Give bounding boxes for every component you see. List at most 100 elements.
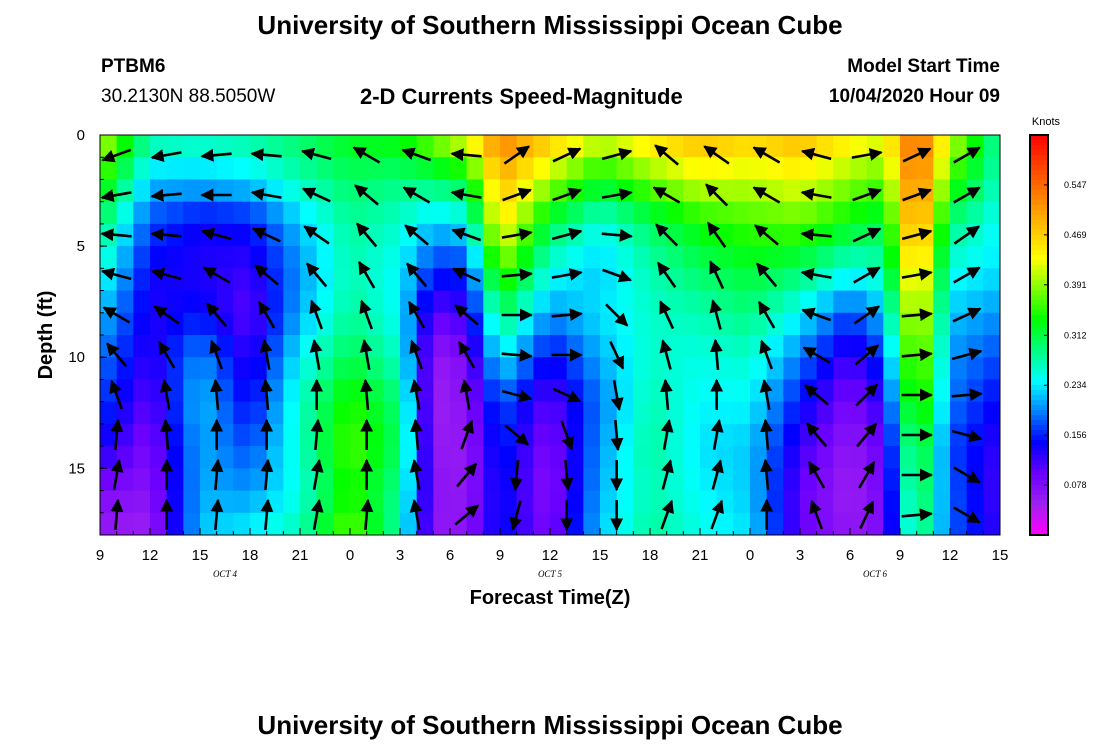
colorbar-segment xyxy=(1030,485,1048,491)
heatmap-cell xyxy=(133,401,151,425)
heatmap-cell xyxy=(216,201,234,225)
heatmap-cell xyxy=(166,446,184,469)
heatmap-cell xyxy=(800,246,818,269)
current-arrow xyxy=(458,340,476,369)
heatmap-cell xyxy=(483,335,501,358)
current-arrow xyxy=(158,340,176,369)
current-arrow xyxy=(303,225,330,245)
heatmap-cell xyxy=(183,223,201,247)
heatmap-cell xyxy=(966,246,984,269)
heatmap-cell xyxy=(300,312,318,336)
current-arrow xyxy=(210,458,224,491)
heatmap-cell xyxy=(633,157,651,181)
heatmap-cell xyxy=(166,157,184,181)
heatmap-cell xyxy=(666,157,684,181)
heatmap-cell xyxy=(550,446,568,469)
heatmap-cell xyxy=(450,490,468,514)
heatmap-cell xyxy=(333,268,351,292)
heatmap-cell xyxy=(666,401,684,425)
heatmap-cell xyxy=(133,512,151,535)
heatmap-cell xyxy=(900,468,918,492)
colorbar-segment xyxy=(1030,330,1048,336)
current-arrow xyxy=(710,499,724,530)
current-arrow xyxy=(451,267,481,283)
heatmap-cell xyxy=(866,401,884,425)
heatmap-cell xyxy=(233,512,251,535)
heatmap-cell xyxy=(416,357,434,381)
heatmap-cell xyxy=(483,201,501,225)
heatmap-cell xyxy=(600,357,618,381)
heatmap-cell xyxy=(366,179,384,203)
current-arrow xyxy=(260,458,274,491)
y-axis: 0 5 10 15 xyxy=(68,127,107,514)
heatmap-cell xyxy=(166,268,184,292)
heatmap-cell xyxy=(466,401,484,425)
current-arrow xyxy=(260,498,274,531)
heatmap-cell xyxy=(200,157,218,181)
heatmap-cell xyxy=(233,468,251,492)
current-arrow xyxy=(800,188,832,201)
heatmap-cell xyxy=(516,512,534,535)
heatmap-cell xyxy=(516,446,534,469)
heatmap-cell xyxy=(800,157,818,181)
heatmap-cell xyxy=(333,290,351,314)
heatmap-cell xyxy=(333,401,351,425)
heatmap-cell xyxy=(116,512,134,535)
heatmap-cell xyxy=(366,379,384,403)
heatmap-cell xyxy=(716,379,734,403)
heatmap-cell xyxy=(250,312,268,336)
heatmap-cell xyxy=(416,423,434,447)
heatmap-cell xyxy=(966,379,984,403)
heatmap-cell xyxy=(433,157,451,181)
heatmap-cell xyxy=(750,201,768,225)
current-arrow xyxy=(254,264,279,286)
heatmap-cell xyxy=(233,179,251,203)
heatmap-cell xyxy=(133,312,151,336)
heatmap-cell xyxy=(616,335,634,358)
current-arrow xyxy=(509,459,523,492)
heatmap-cell xyxy=(883,446,901,469)
current-arrow xyxy=(809,499,824,530)
heatmap-cell xyxy=(733,179,751,203)
heatmap-cell xyxy=(850,379,868,403)
heatmap-cell xyxy=(550,135,568,158)
heatmap-cell xyxy=(583,379,601,403)
heatmap-cell xyxy=(966,357,984,381)
heatmap-cell xyxy=(100,512,118,535)
heatmap-cell xyxy=(850,157,868,181)
colorbar-segment xyxy=(1030,360,1048,366)
heatmap-cell xyxy=(350,246,368,269)
heatmap-cell xyxy=(900,490,918,514)
heatmap-cell xyxy=(250,490,268,514)
heatmap-cell xyxy=(700,490,718,514)
heatmap-cell xyxy=(633,357,651,381)
heatmap-cell xyxy=(600,490,618,514)
heatmap-cell xyxy=(816,490,834,514)
heatmap-cell xyxy=(450,179,468,203)
colorbar-tick-label: 0.234 xyxy=(1064,380,1087,390)
heatmap-cell xyxy=(200,312,218,336)
heatmap-cell xyxy=(266,135,284,158)
current-arrow xyxy=(551,308,583,322)
heatmap-cell xyxy=(716,179,734,203)
current-arrow xyxy=(206,302,228,328)
heatmap-cell xyxy=(633,135,651,158)
heatmap-cell xyxy=(450,246,468,269)
heatmap-cell xyxy=(783,446,801,469)
heatmap-cell xyxy=(150,423,168,447)
heatmap-cell xyxy=(100,201,118,225)
colorbar-segment xyxy=(1030,515,1048,521)
heatmap-cell xyxy=(383,290,401,314)
heatmap-cell xyxy=(783,423,801,447)
heatmap-cell xyxy=(883,268,901,292)
colorbar-segment xyxy=(1030,480,1048,486)
current-arrow xyxy=(456,462,478,488)
heatmap-cell xyxy=(550,268,568,292)
heatmap-cell xyxy=(533,290,551,314)
heatmap-cell xyxy=(233,423,251,447)
heatmap-cell xyxy=(316,290,334,314)
heatmap-cell xyxy=(250,157,268,181)
heatmap-cell xyxy=(166,290,184,314)
heatmap-cell xyxy=(950,135,968,158)
current-arrow xyxy=(560,459,574,492)
